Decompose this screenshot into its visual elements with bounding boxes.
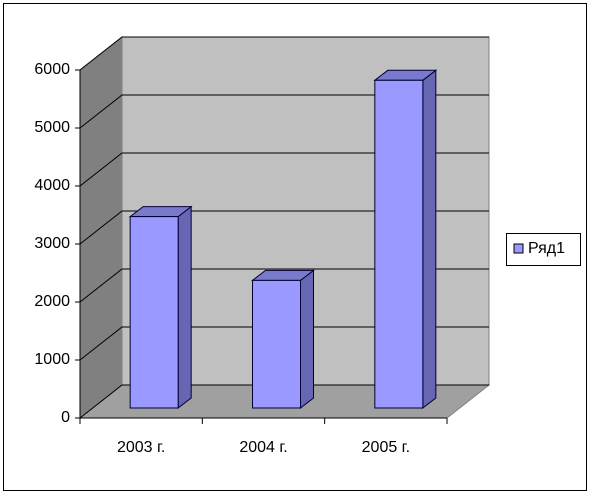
legend-swatch: [513, 243, 524, 254]
bar-side: [300, 269, 314, 410]
bar-side: [177, 205, 192, 410]
grid-line: [79, 152, 489, 187]
y-tick-label: 6000: [34, 61, 70, 78]
grid-line: [79, 384, 489, 419]
legend-label: Ряд1: [528, 240, 565, 257]
y-tick-label: 0: [61, 409, 70, 426]
y-tick-label: 5000: [34, 119, 70, 136]
grid-line: [79, 94, 489, 129]
x-tick-label: 2005 г.: [362, 439, 410, 456]
x-tick-label: 2003 г.: [117, 439, 165, 456]
grid-line: [79, 268, 489, 303]
y-tick-label: 2000: [34, 293, 70, 310]
y-tick-label: 1000: [34, 351, 70, 368]
y-tick-label: 4000: [34, 177, 70, 194]
bar: [374, 79, 424, 409]
x-tick-label: 2004 г.: [239, 439, 287, 456]
grid-line: [79, 210, 489, 245]
bar: [129, 216, 179, 409]
y-tick-label: 3000: [34, 235, 70, 252]
grid-line: [79, 36, 489, 71]
grid-line: [79, 326, 489, 361]
bar-side: [422, 69, 437, 410]
bar: [252, 279, 301, 409]
